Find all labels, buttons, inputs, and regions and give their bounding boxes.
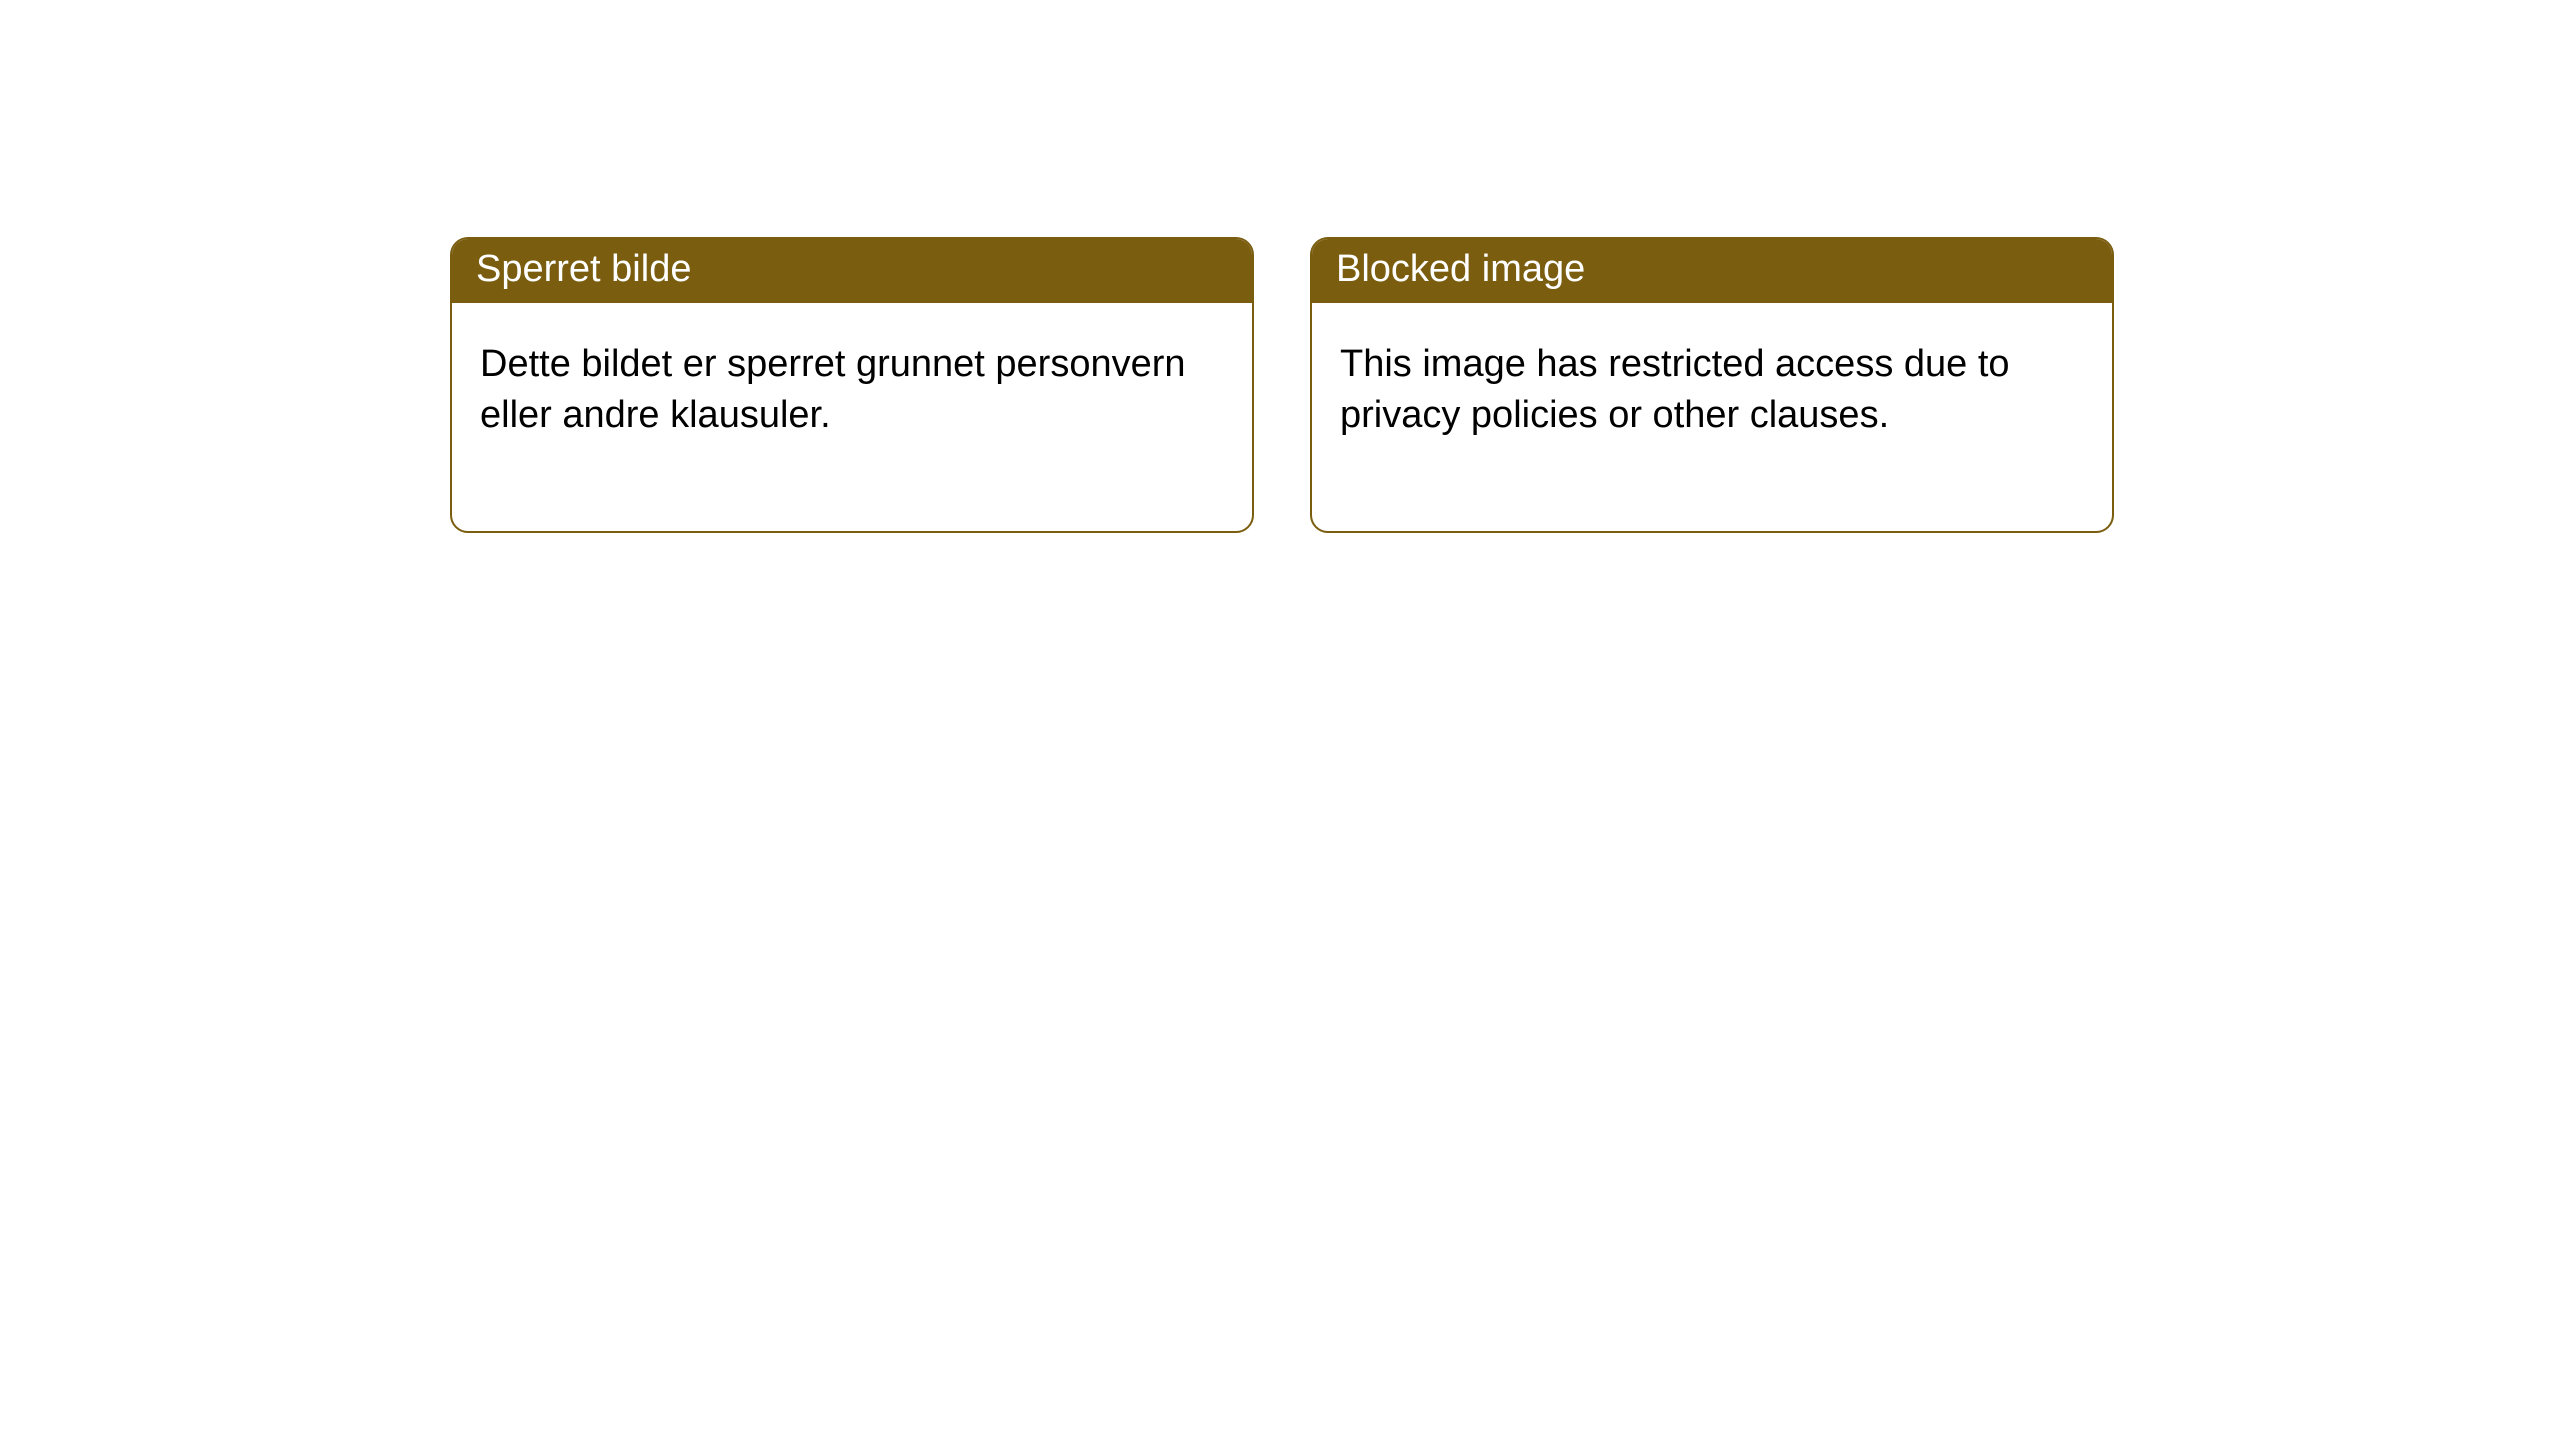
notice-body-norwegian: Dette bildet er sperret grunnet personve… xyxy=(452,303,1252,532)
notice-header-norwegian: Sperret bilde xyxy=(452,239,1252,303)
notice-box-norwegian: Sperret bilde Dette bildet er sperret gr… xyxy=(450,237,1254,533)
notice-container: Sperret bilde Dette bildet er sperret gr… xyxy=(0,0,2560,533)
notice-box-english: Blocked image This image has restricted … xyxy=(1310,237,2114,533)
notice-header-english: Blocked image xyxy=(1312,239,2112,303)
notice-body-english: This image has restricted access due to … xyxy=(1312,303,2112,532)
